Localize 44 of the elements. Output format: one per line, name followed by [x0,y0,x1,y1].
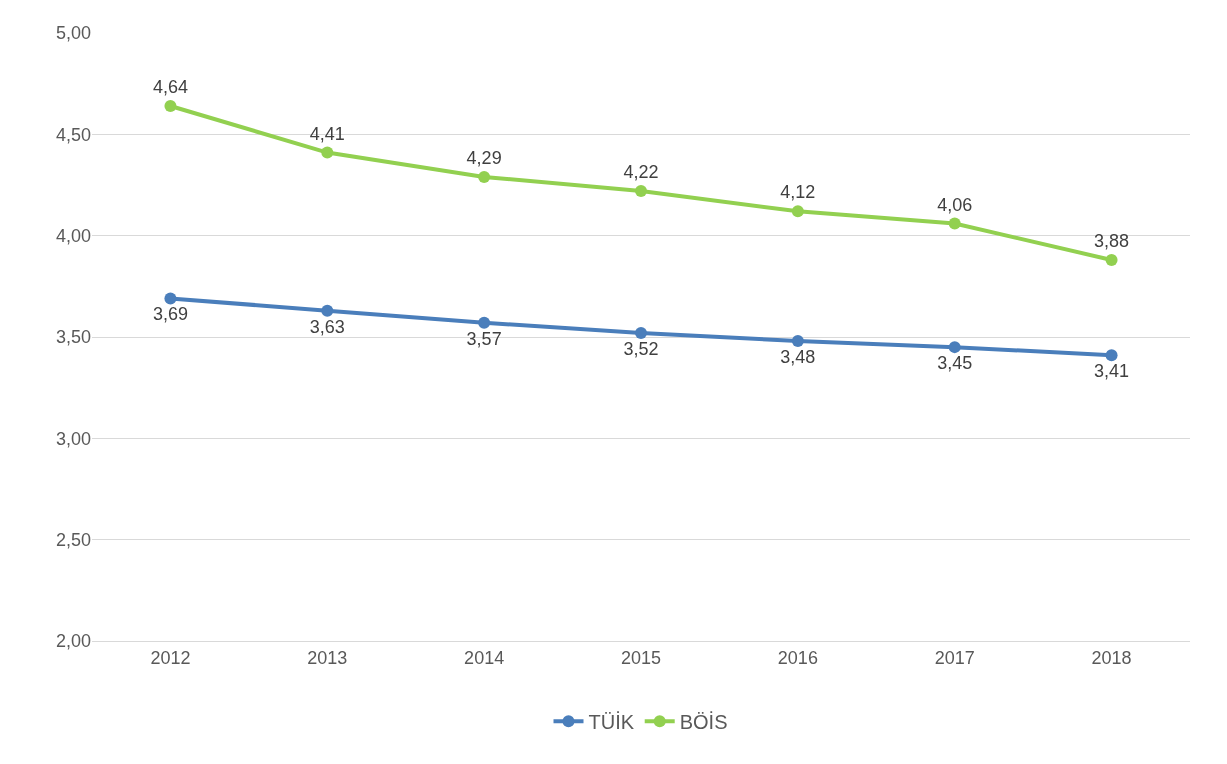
point [948,217,961,230]
point [478,170,491,183]
point [321,146,334,159]
y-tick-label: 4,00 [55,225,91,246]
point [635,185,647,198]
data-label: 4,64 [152,76,188,97]
x-tick-label: 2017 [934,647,975,668]
data-label: 4,06 [937,194,973,215]
point [478,316,491,329]
data-label: 3,45 [937,353,973,374]
data-label: 4,12 [780,182,816,203]
point [791,205,804,218]
data-label: 3,52 [623,338,659,359]
legend-label: TÜİK [588,711,635,734]
y-tick-label: 5,00 [55,23,91,44]
data-label: 3,57 [466,328,502,349]
legend-label: BÖİS [679,711,728,734]
y-tick-label: 3,50 [55,327,91,348]
point [164,292,177,305]
point [1105,253,1118,266]
y-tick-label: 4,50 [55,124,91,145]
point [948,341,961,354]
x-tick-label: 2014 [464,647,505,668]
point [791,335,804,348]
point [164,99,177,112]
y-tick-label: 3,00 [55,428,91,449]
data-label: 4,29 [466,147,502,168]
x-tick-label: 2013 [307,647,348,668]
x-tick-label: 2015 [620,647,662,668]
y-tick-label: 2,50 [55,529,91,550]
data-label: 3,41 [1094,361,1130,382]
x-tick-label: 2016 [777,647,818,668]
data-label: 3,48 [780,347,816,368]
data-label: 3,69 [152,304,188,325]
x-tick-label: 2018 [1091,647,1132,668]
x-tick-label: 2012 [150,647,191,668]
y-tick-label: 2,00 [55,631,91,652]
point [321,304,334,317]
point [1105,349,1118,362]
data-label: 4,41 [309,123,345,144]
point [635,326,647,339]
data-label: 3,88 [1094,230,1130,251]
data-label: 4,22 [623,162,659,183]
data-label: 3,63 [309,316,345,337]
